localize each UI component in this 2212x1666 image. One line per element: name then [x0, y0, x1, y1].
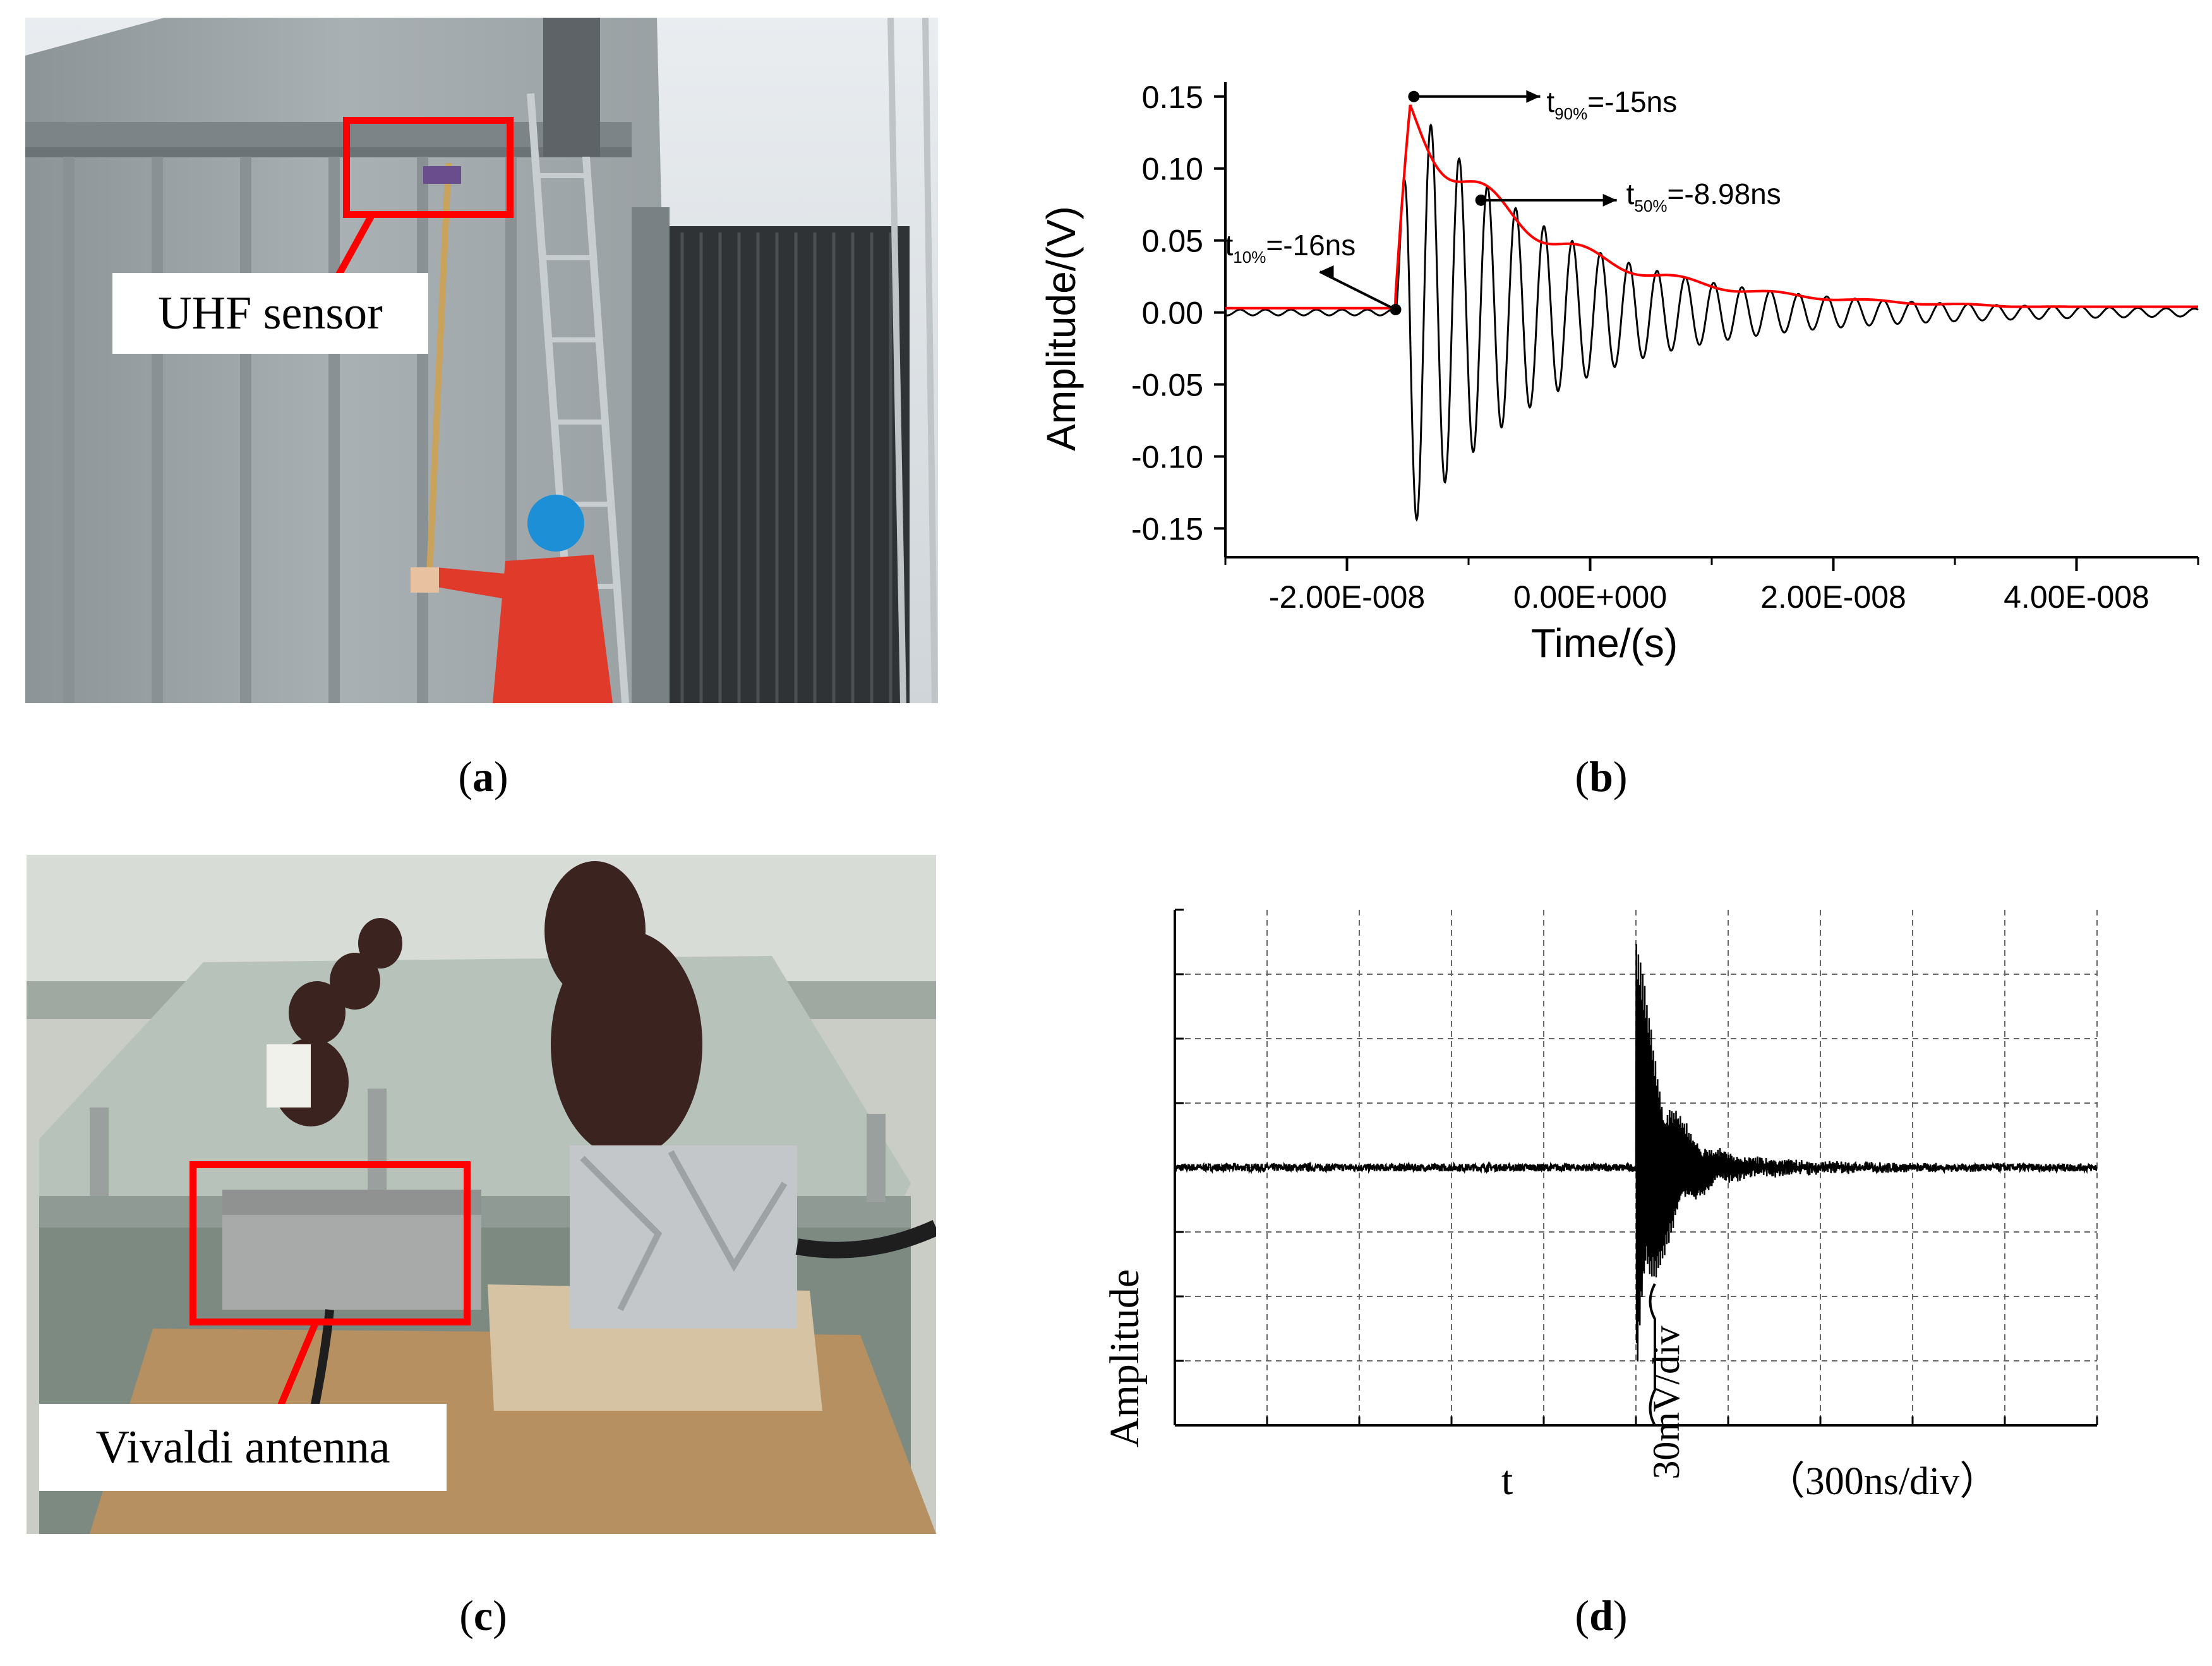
chart-b-y-tick-label: -0.05: [1131, 368, 1203, 403]
chart-b-y-tick-label: 0.00: [1142, 296, 1203, 331]
sensor-highlight-box: [343, 117, 514, 218]
chart-b-x-tick-label: 2.00E-008: [1760, 579, 1906, 615]
chart-b-annotation-label: t10%=-16ns: [1225, 229, 1356, 267]
callout-leader-line-c: [274, 1320, 320, 1414]
chart-b-ylabel: Amplitude/(V): [1038, 206, 1084, 451]
chart-b-y-tick-label: -0.15: [1131, 511, 1203, 546]
chart-b-annotation-label: t90%=-15ns: [1546, 85, 1677, 123]
chart-d: Amplitude t （300ns/div） 30mV/div: [1102, 908, 2098, 1504]
chart-b-y-tick-label: 0.15: [1142, 80, 1203, 115]
chart-b-annotation-arrowhead: [1526, 90, 1541, 103]
chart-b-x-tick-label: 0.00E+000: [1513, 579, 1667, 615]
caption-a-letter: a: [472, 752, 494, 800]
uhf-sensor-label: UHF sensor: [112, 273, 428, 354]
caption-d: (d): [1575, 1591, 1628, 1639]
antenna-highlight-box: [189, 1161, 471, 1325]
chart-b-annotation-arrow: [1319, 270, 1397, 311]
chart-b-annotation-label: t50%=-8.98ns: [1626, 178, 1781, 215]
caption-d-letter: d: [1589, 1591, 1613, 1639]
callout-leader-line: [330, 212, 376, 286]
antenna-photo: [27, 855, 936, 1534]
chart-b: 0.15 0.10 0.05 0.00 -0.05 -0.10 -0.15 -2.00E-00…: [1038, 80, 2199, 666]
caption-b: (b): [1575, 752, 1628, 800]
chart-b-y-tick-label: 0.05: [1142, 224, 1203, 259]
transformer-photo: [25, 18, 938, 703]
chart-b-x-tick-label: -2.00E-008: [1269, 579, 1425, 615]
chart-b-y-tick-label: 0.10: [1142, 152, 1203, 187]
chart-b-x-tick-label: 4.00E-008: [2004, 579, 2149, 615]
vivaldi-antenna-label: Vivaldi antenna: [39, 1404, 447, 1491]
chart-d-y-scale: 30mV/div: [1645, 1325, 1687, 1479]
chart-d-scale-bracket: [1649, 1283, 1656, 1426]
chart-d-xlabel: t: [1501, 1458, 1513, 1504]
caption-c-letter: c: [473, 1591, 493, 1639]
chart-d-ylabel: Amplitude: [1102, 1269, 1148, 1447]
chart-b-xlabel: Time/(s): [1531, 620, 1678, 666]
chart-b-envelope-line: [1225, 104, 2198, 310]
chart-d-signal-line: [1174, 944, 2098, 1361]
chart-b-annotation-arrowhead: [1602, 193, 1617, 207]
caption-b-letter: b: [1589, 752, 1613, 800]
chart-b-y-tick-label: -0.10: [1131, 439, 1203, 474]
caption-c: (c): [459, 1591, 507, 1639]
chart-d-x-scale: （300ns/div）: [1766, 1460, 1999, 1503]
caption-a: (a): [458, 752, 508, 800]
chart-b-annotation-arrowhead: [1319, 265, 1334, 279]
